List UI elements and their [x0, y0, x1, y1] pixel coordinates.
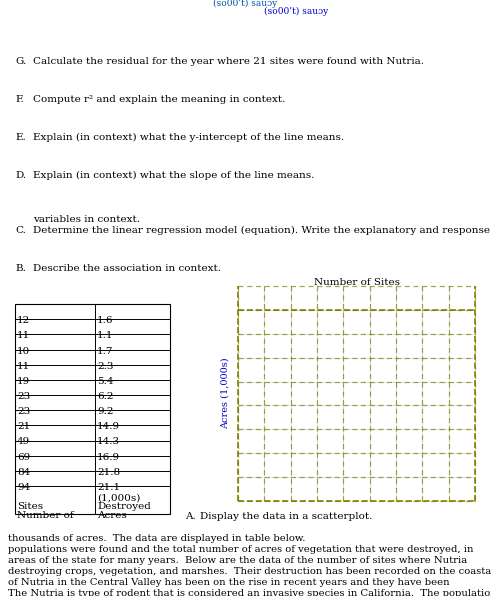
Text: (so00’t) sauɔy: (so00’t) sauɔy — [264, 7, 328, 16]
Bar — [15, 304, 170, 514]
Text: 23: 23 — [17, 407, 30, 416]
Text: 19: 19 — [17, 377, 30, 386]
Text: thousands of acres.  The data are displayed in table below.: thousands of acres. The data are display… — [8, 534, 305, 543]
Text: (so00’t) sauɔy: (so00’t) sauɔy — [214, 0, 277, 8]
Text: 21.8: 21.8 — [97, 468, 120, 477]
Text: Acres (1,000s): Acres (1,000s) — [220, 358, 229, 429]
Text: 23: 23 — [17, 392, 30, 401]
Text: 10: 10 — [17, 346, 30, 355]
Text: 1.1: 1.1 — [97, 331, 113, 340]
Text: C.: C. — [15, 226, 26, 235]
Text: Calculate the residual for the year where 21 sites were found with Nutria.: Calculate the residual for the year wher… — [33, 57, 424, 66]
Text: 2.3: 2.3 — [97, 362, 113, 371]
Text: B.: B. — [15, 264, 26, 273]
Text: areas of the state for many years.  Below are the data of the number of sites wh: areas of the state for many years. Below… — [8, 556, 467, 565]
Text: Sites: Sites — [17, 502, 43, 511]
Text: variables in context.: variables in context. — [33, 215, 140, 224]
Text: of Nutria in the Central Valley has been on the rise in recent years and they ha: of Nutria in the Central Valley has been… — [8, 578, 450, 587]
Text: G.: G. — [15, 57, 26, 66]
Text: 84: 84 — [17, 468, 30, 477]
Text: 9.2: 9.2 — [97, 407, 113, 416]
Text: Determine the linear regression model (equation). Write the explanatory and resp: Determine the linear regression model (e… — [33, 226, 490, 235]
Text: The Nutria is type of rodent that is considered an invasive species in Californi: The Nutria is type of rodent that is con… — [8, 589, 491, 596]
Text: Describe the association in context.: Describe the association in context. — [33, 264, 221, 273]
Text: 69: 69 — [17, 453, 30, 462]
Text: 11: 11 — [17, 331, 30, 340]
Text: 5.4: 5.4 — [97, 377, 113, 386]
Text: 16.9: 16.9 — [97, 453, 120, 462]
Text: 1.6: 1.6 — [97, 316, 113, 325]
Text: 14.3: 14.3 — [97, 437, 120, 446]
Text: Number of Sites: Number of Sites — [313, 278, 400, 287]
Text: Compute r² and explain the meaning in context.: Compute r² and explain the meaning in co… — [33, 95, 285, 104]
Text: Acres: Acres — [97, 511, 127, 520]
Text: Display the data in a scatterplot.: Display the data in a scatterplot. — [200, 512, 372, 521]
Text: 14.9: 14.9 — [97, 423, 120, 432]
Text: 12: 12 — [17, 316, 30, 325]
Text: Number of: Number of — [17, 511, 74, 520]
Text: E.: E. — [15, 133, 26, 142]
Text: populations were found and the total number of acres of vegetation that were des: populations were found and the total num… — [8, 545, 473, 554]
Text: 49: 49 — [17, 437, 30, 446]
Text: 21: 21 — [17, 423, 30, 432]
Text: 11: 11 — [17, 362, 30, 371]
Text: (1,000s): (1,000s) — [97, 494, 140, 503]
Text: destroying crops, vegetation, and marshes.  Their destruction has been recorded : destroying crops, vegetation, and marshe… — [8, 567, 491, 576]
Text: 94: 94 — [17, 483, 30, 492]
Text: Destroyed: Destroyed — [97, 502, 151, 511]
Text: F.: F. — [15, 95, 24, 104]
Text: Explain (in context) what the slope of the line means.: Explain (in context) what the slope of t… — [33, 171, 314, 180]
Text: D.: D. — [15, 171, 26, 180]
Text: 6.2: 6.2 — [97, 392, 113, 401]
Text: Explain (in context) what the y-intercept of the line means.: Explain (in context) what the y-intercep… — [33, 133, 344, 142]
Text: 21.1: 21.1 — [97, 483, 120, 492]
Text: 1.7: 1.7 — [97, 346, 113, 355]
Text: A.: A. — [185, 512, 196, 521]
